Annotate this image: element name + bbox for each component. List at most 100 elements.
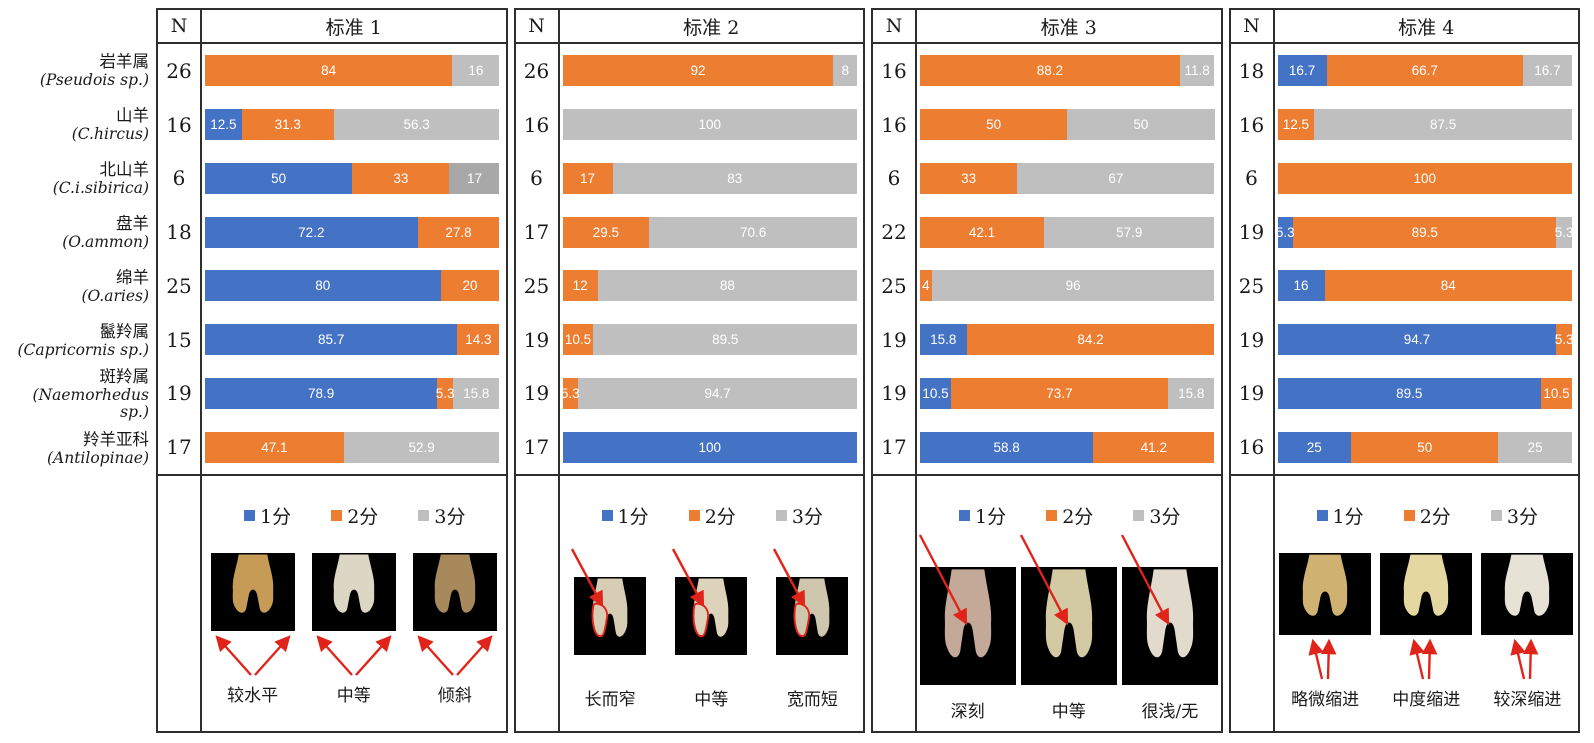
bar-segment-score3: 25: [1498, 431, 1572, 463]
stacked-bar: 12 88: [562, 270, 858, 302]
photos-row: 长而窄 中等 宽而短: [560, 545, 864, 710]
lower-n-cell: [873, 476, 917, 731]
hoof-photo: [210, 553, 295, 631]
photo-caption: 很浅/无: [1141, 702, 1199, 722]
panel-title: 标准 2: [559, 10, 863, 44]
row-label-cn: 绵羊: [116, 268, 149, 288]
row-label-latin: (Naemorhedus sp.): [32, 385, 149, 422]
n-value: 18: [1238, 58, 1265, 83]
bar-segment-value: 16.7: [1288, 63, 1316, 79]
stacked-bar: 89.5 10.5: [1277, 377, 1573, 409]
n-value: 16: [881, 112, 907, 137]
bar-segment-score3: 96: [931, 270, 1215, 302]
bar-segment-value: 15.8: [1178, 385, 1205, 401]
bar-row: 94.7 5.3: [1275, 313, 1579, 367]
panel-title: 标准 1: [202, 10, 506, 44]
panel-lower-section: 1分 2分 3分 深刻 中等 很浅/无: [917, 476, 1221, 731]
bar-segment-value: 66.7: [1411, 63, 1438, 79]
bar-segment-value: 84: [1440, 278, 1456, 294]
bar-segment-score1: 10.5: [920, 377, 951, 409]
bar-segment-score2: 84: [1324, 270, 1572, 302]
photo-unit: 较深缩进: [1477, 553, 1577, 710]
n-value: 17: [523, 220, 550, 245]
bar-row: 100: [560, 420, 864, 474]
bar-segment-score2: 5.3: [561, 377, 580, 409]
stacked-bar: 10.5 89.5: [562, 324, 858, 356]
bar-segment-value: 11.8: [1184, 63, 1210, 79]
stacked-bar: 17 83: [562, 162, 858, 194]
arrow-icon: [1376, 635, 1476, 683]
bar-segment-value: 52.9: [408, 439, 435, 455]
panel-standard-2: N 标准 2 26 16 6 17 25 19 19 17 92 8 100 17 83 29.5 70.6 12…: [513, 8, 865, 733]
photos-row: 略微缩进 中度缩进 较深缩进: [1275, 553, 1579, 710]
bar-segment-score2: 50: [1351, 431, 1499, 463]
n-value: 19: [1238, 220, 1265, 245]
photo-unit: 倾斜: [409, 553, 501, 706]
bar-segment-score2: 50: [920, 109, 1068, 141]
n-value: 19: [881, 381, 907, 406]
legend-color-swatch: [1133, 510, 1145, 521]
bar-row: 89.5 10.5: [1275, 367, 1579, 421]
bar-row: 80 20: [202, 259, 506, 313]
bar-segment-value: 16.7: [1534, 63, 1561, 79]
bar-segment-value: 58.8: [993, 439, 1020, 455]
hoof-photo: [574, 577, 647, 655]
bar-row: 92 8: [560, 44, 864, 98]
n-value: 17: [523, 435, 550, 460]
bar-segment-score2: 73.7: [950, 377, 1168, 409]
legend-color-swatch: [601, 510, 613, 521]
legend-label: 3分: [1149, 506, 1181, 528]
legend-item: 2分: [688, 502, 736, 529]
n-value: 16: [166, 112, 192, 137]
photo-unit: 略微缩进: [1275, 553, 1375, 710]
bar-segment-score1: 100: [562, 431, 857, 463]
bar-segment-score2: 17: [562, 162, 613, 194]
stacked-bar: 15.8 84.2: [920, 324, 1215, 356]
bar-segment-score2: 31.3: [241, 109, 334, 141]
row-label-latin: (C.hircus): [71, 124, 149, 143]
n-value: 16: [881, 58, 907, 83]
n-value: 6: [172, 166, 186, 191]
bar-segment-score2: 10.5: [562, 324, 594, 356]
n-value: 19: [523, 327, 550, 352]
bars-area: 88.2 11.8 50 50 33 67 42.1 57.9 4 96 15.8 84.2 10.5 7…: [917, 44, 1221, 476]
legend-item: 1分: [601, 502, 649, 529]
panel-lower-section: 1分 2分 3分略微缩进 中度缩进 较深缩进: [1275, 476, 1579, 731]
bar-row: 16.7 66.7 16.7: [1275, 44, 1579, 98]
n-value: 19: [1238, 327, 1265, 352]
bar-segment-value: 92: [690, 63, 706, 79]
hoof-photo: [776, 577, 849, 655]
legend-item: 3分: [418, 502, 466, 529]
stacked-bar: 100: [562, 109, 857, 141]
bar-segment-value: 5.3: [1275, 224, 1295, 240]
photo-unit: 深刻: [918, 531, 1016, 722]
stacked-bar: 88.2 11.8: [920, 55, 1215, 87]
bar-segment-value: 72.2: [298, 224, 325, 240]
bar-segment-value: 89.5: [712, 332, 739, 348]
legend: 1分 2分 3分: [1275, 476, 1579, 529]
bar-segment-value: 56.3: [403, 117, 430, 133]
photo-caption: 较水平: [227, 686, 279, 706]
n-value: 19: [523, 381, 550, 406]
bar-segment-value: 25: [1306, 439, 1322, 455]
legend-label: 1分: [1332, 506, 1364, 528]
bar-segment-score3: 70.6: [649, 216, 857, 248]
panel-title: 标准 4: [1274, 10, 1578, 44]
bar-segment-score1: 72.2: [205, 216, 418, 248]
bar-segment-value: 10.5: [1543, 385, 1570, 401]
panel-lower-section: 1分 2分 3分 长而窄 中等 宽而短: [560, 476, 864, 731]
bar-row: 50 33 17: [202, 152, 506, 206]
legend-item: 3分: [1490, 502, 1538, 529]
bar-segment-value: 57.9: [1116, 224, 1143, 240]
n-value: 25: [881, 273, 907, 298]
bar-segment-score2: 100: [1277, 162, 1572, 194]
hoof-photo: [919, 567, 1016, 685]
bar-segment-score3: 8: [833, 55, 857, 87]
lower-n-cell: [158, 476, 202, 731]
row-label-latin: (O.ammon): [62, 232, 149, 251]
bar-segment-score1: 80: [205, 270, 441, 302]
stacked-bar: 42.1 57.9: [920, 216, 1215, 248]
legend-label: 2分: [1062, 506, 1094, 528]
legend-color-swatch: [688, 510, 700, 521]
